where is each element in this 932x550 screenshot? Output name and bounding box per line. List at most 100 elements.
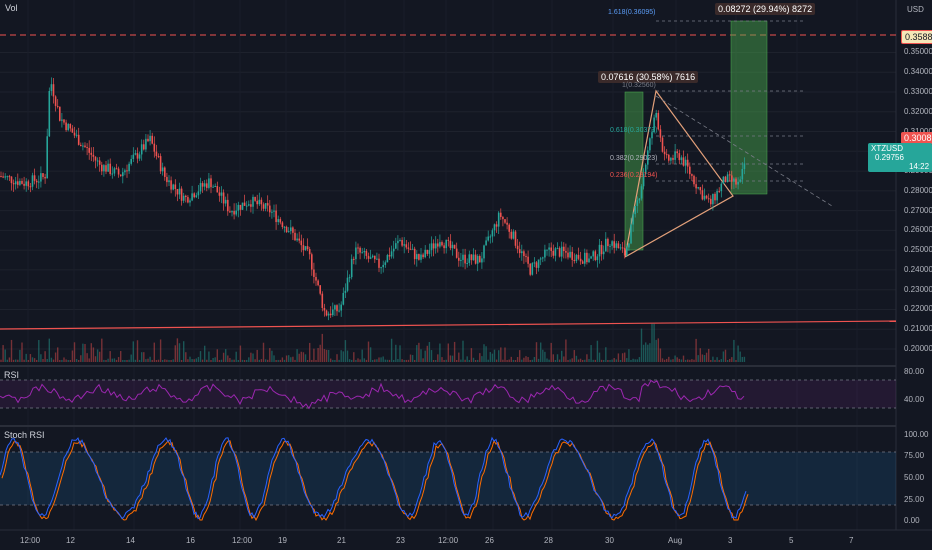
candle-body xyxy=(453,244,456,249)
volume-bar xyxy=(195,358,197,362)
volume-bar xyxy=(726,359,729,362)
candle-body xyxy=(659,129,662,138)
volume-bar xyxy=(716,357,718,362)
time-tick: 12 xyxy=(66,536,75,545)
candle-body xyxy=(479,256,481,263)
candle-body xyxy=(355,247,357,260)
candle-body xyxy=(552,250,555,256)
candle-body xyxy=(441,242,443,246)
candle-body xyxy=(147,138,149,142)
volume-bar xyxy=(31,357,34,362)
volume-bar xyxy=(592,359,594,362)
price-tick: 0.22000 xyxy=(904,304,932,314)
candle-body xyxy=(428,250,431,254)
high-price-tag: 0.30089 xyxy=(901,132,932,144)
volume-bar xyxy=(422,358,424,362)
candle-body xyxy=(741,168,744,180)
triangle-pattern[interactable] xyxy=(624,89,734,258)
volume-bar xyxy=(556,354,559,362)
volume-bar xyxy=(521,359,523,362)
candle-body xyxy=(287,231,290,233)
volume-bar xyxy=(54,352,57,362)
candle-body xyxy=(743,163,746,169)
volume-bar xyxy=(663,359,666,362)
candle-body xyxy=(245,205,248,207)
candle-body xyxy=(101,164,103,172)
candle-body xyxy=(525,256,527,258)
volume-bar xyxy=(609,360,611,362)
candle-body xyxy=(447,239,450,241)
volume-bar xyxy=(246,359,248,362)
candle-body xyxy=(237,204,240,211)
candle-body xyxy=(75,134,78,136)
volume-bar xyxy=(325,349,328,362)
volume-bar xyxy=(25,353,27,362)
candle-body xyxy=(8,176,11,178)
candle-body xyxy=(430,243,433,251)
candle-body xyxy=(363,250,366,253)
volume-bar xyxy=(302,352,305,362)
fib-label-0236: 0.236(0.28194) xyxy=(610,172,658,179)
stoch-pane-label[interactable]: Stoch RSI xyxy=(4,430,45,440)
target-measure-box[interactable] xyxy=(730,20,768,195)
volume-bar xyxy=(283,359,286,362)
candle-body xyxy=(514,231,517,246)
candle-body xyxy=(695,184,697,189)
candle-body xyxy=(439,242,441,247)
support-trendline[interactable] xyxy=(0,320,897,330)
volume-bar xyxy=(63,357,65,362)
pole-box-label[interactable]: 0.07616 (30.58%) 7616 xyxy=(598,71,699,83)
candle-body xyxy=(103,165,105,172)
symbol-label: XTZUSD xyxy=(871,144,903,153)
volume-bar xyxy=(336,354,338,362)
candle-body xyxy=(600,244,603,255)
volume-bar xyxy=(231,359,233,362)
candle-body xyxy=(233,211,235,215)
candle-body xyxy=(359,247,361,253)
volume-bar xyxy=(418,342,420,362)
volume-bar xyxy=(141,352,143,362)
volume-bar xyxy=(493,349,496,362)
candle-body xyxy=(571,251,573,260)
rsi-pane-label[interactable]: RSI xyxy=(4,370,20,380)
target-box-label[interactable]: 0.08272 (29.94%) 8272 xyxy=(715,3,816,15)
volume-bar xyxy=(82,343,84,362)
volume-bar xyxy=(409,354,412,362)
volume-bar xyxy=(424,350,426,362)
volume-bar xyxy=(615,359,617,362)
candle-body xyxy=(67,123,69,131)
volume-bar xyxy=(122,359,124,362)
candle-body xyxy=(609,245,611,247)
candle-body xyxy=(451,244,454,249)
candle-body xyxy=(111,173,114,175)
volume-bar xyxy=(90,343,92,362)
stoch-k-line xyxy=(0,436,747,520)
volume-bar xyxy=(145,359,147,362)
price-tick: 0.20000 xyxy=(904,344,932,353)
pole-measure-box[interactable] xyxy=(624,91,644,251)
volume-bar xyxy=(180,359,183,362)
candle-body xyxy=(644,164,647,175)
candle-body xyxy=(378,258,380,268)
volume-bar xyxy=(0,359,2,362)
volume-bar xyxy=(735,359,737,362)
volume-bar xyxy=(571,358,573,362)
volume-bar xyxy=(561,350,563,362)
volume-bar xyxy=(170,360,172,362)
volume-bar xyxy=(638,357,641,362)
volume-bar xyxy=(657,338,659,362)
candle-body xyxy=(170,180,172,190)
volume-bar xyxy=(483,344,485,362)
volume-bar xyxy=(481,356,483,362)
price-tick: 0.23000 xyxy=(904,284,932,294)
candle-body xyxy=(98,160,101,165)
volume-bar xyxy=(598,352,601,362)
candle-body xyxy=(533,262,536,264)
volume-bar xyxy=(416,345,418,362)
candle-body xyxy=(273,210,275,212)
volume-pane-label[interactable]: Vol xyxy=(5,3,18,13)
volume-bar xyxy=(88,358,90,362)
volume-bar xyxy=(40,354,42,362)
candle-body xyxy=(714,193,716,201)
